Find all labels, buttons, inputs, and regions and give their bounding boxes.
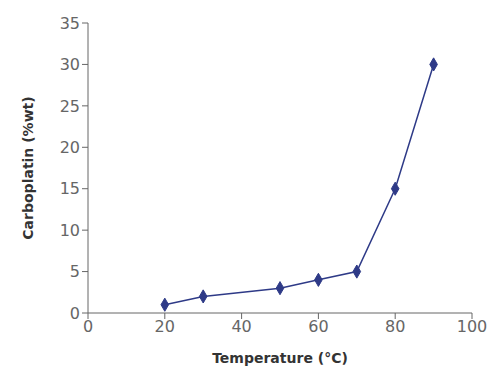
svg-text:Temperature (°C): Temperature (°C): [212, 350, 348, 366]
svg-text:60: 60: [308, 317, 328, 336]
svg-text:25: 25: [60, 97, 80, 116]
svg-text:30: 30: [60, 55, 80, 74]
svg-text:Carboplatin (%wt): Carboplatin (%wt): [20, 96, 36, 239]
svg-text:15: 15: [60, 179, 80, 198]
svg-text:20: 20: [60, 138, 80, 157]
svg-text:100: 100: [457, 317, 488, 336]
svg-text:0: 0: [83, 317, 93, 336]
svg-text:0: 0: [70, 304, 80, 323]
svg-text:5: 5: [70, 262, 80, 281]
svg-text:40: 40: [231, 317, 251, 336]
svg-text:10: 10: [60, 221, 80, 240]
svg-text:35: 35: [60, 14, 80, 33]
svg-text:20: 20: [155, 317, 175, 336]
svg-text:80: 80: [385, 317, 405, 336]
